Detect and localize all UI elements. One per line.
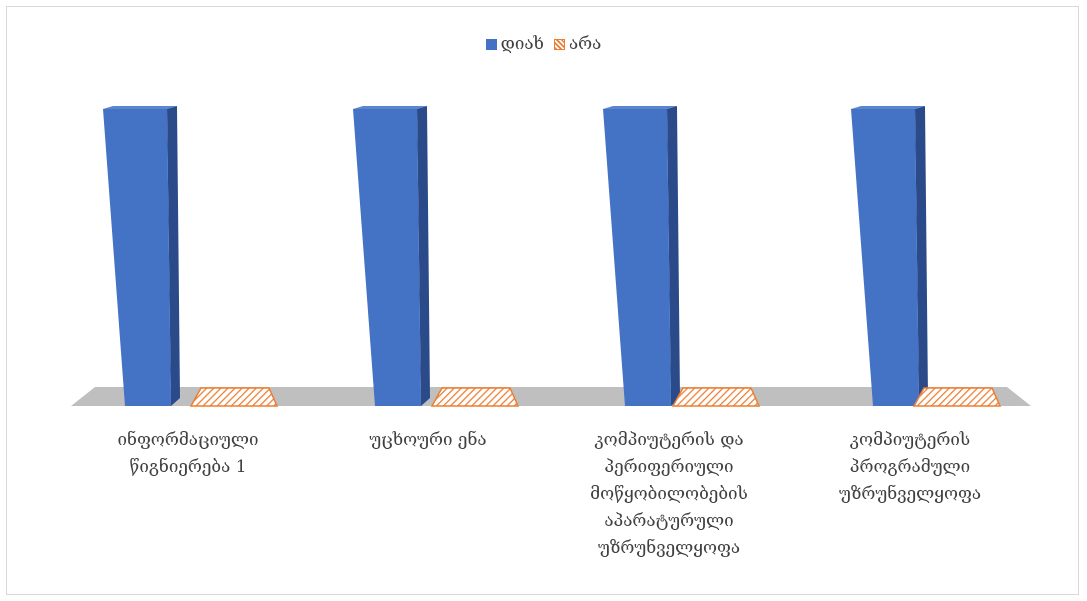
legend-swatch-yes [485, 38, 497, 50]
bar-top-yes-4 [851, 106, 925, 109]
legend: დიახ არა [0, 34, 1087, 54]
bar-top-yes-2 [353, 106, 427, 109]
category-label-2: უცხოური ენა [369, 430, 487, 450]
bar-side-yes-2 [417, 106, 430, 406]
category-label-1: ინფორმაციული წიგნიერება 1 [117, 430, 259, 477]
bar-no-2 [430, 387, 520, 407]
category-label-3: კომპიუტერის და პერიფერიული მოწყობილობები… [590, 430, 748, 558]
bar-no-4 [912, 387, 1002, 407]
bar-top-yes-1 [103, 106, 177, 109]
category-label-4: კომპიუტერის პროგრამული უზრუნველყოფა [838, 430, 982, 504]
bar-side-yes-1 [167, 106, 180, 406]
bar-no-3 [671, 387, 761, 407]
bar-yes-4 [851, 109, 919, 406]
bar-yes-3 [603, 109, 671, 406]
legend-item-no: არა [553, 34, 602, 54]
bar-yes-2 [353, 109, 421, 406]
bar-side-yes-4 [915, 106, 928, 406]
bar-side-yes-3 [667, 106, 680, 406]
bar-no-1 [189, 387, 279, 407]
legend-item-yes: დიახ [485, 34, 544, 54]
chart-floor [71, 387, 1031, 406]
bar-yes-1 [103, 109, 171, 406]
bar-top-yes-3 [603, 106, 677, 109]
bars-group [103, 106, 1002, 407]
legend-label-no: არა [568, 34, 602, 54]
legend-swatch-no [553, 38, 565, 50]
legend-label-yes: დიახ [500, 34, 544, 54]
